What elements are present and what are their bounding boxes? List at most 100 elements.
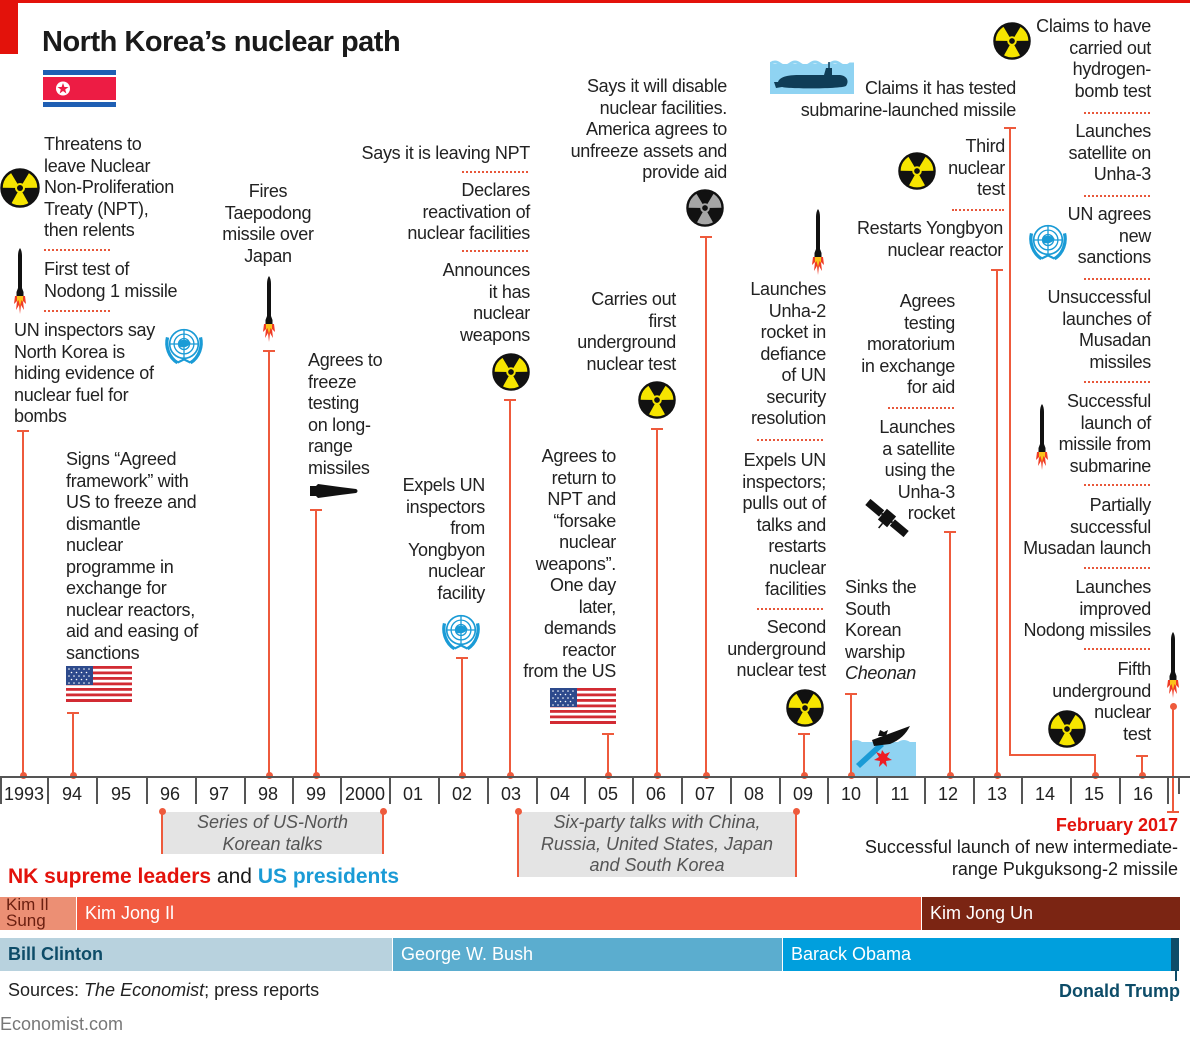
missile-horizontal-icon <box>310 484 358 498</box>
period-edge <box>161 812 163 854</box>
tick <box>389 778 391 804</box>
event-2015-slbm-claim: Claims it has tested submarine-launched m… <box>800 78 1017 120</box>
tick <box>1021 778 1023 804</box>
stem-dot <box>1138 772 1146 779</box>
separator <box>1084 381 1150 384</box>
event-2016-nodong: Launches improved Nodong missiles <box>1023 577 1151 640</box>
stem-1999 <box>315 509 317 776</box>
un-emblem-icon <box>439 608 483 652</box>
economist-credit: Economist.com <box>0 1014 124 1034</box>
period-dot <box>792 808 800 815</box>
event-2016-un-sanctions: UN agrees new sanctions <box>1067 204 1152 267</box>
tick <box>827 778 829 804</box>
us-flag-icon <box>550 688 616 724</box>
event-1994-agreed-framework: Signs “Agreed framework” with US to freeze… <box>66 449 199 663</box>
tick <box>1178 778 1180 794</box>
event-2002-expels-inspectors: Expels UN inspectors from Yongbyon nuclear fa… <box>402 475 486 603</box>
stem-2003 <box>509 399 511 776</box>
radiation-icon <box>786 689 824 727</box>
event-2010-cheonan: Sinks the South Korean warship Cheonan <box>845 577 917 683</box>
tick <box>292 778 294 804</box>
stem-2013 <box>996 269 998 776</box>
period-edge <box>517 812 519 877</box>
period-dot <box>514 808 522 815</box>
stem-2002 <box>461 657 463 776</box>
event-2016-musadan-failed: Unsuccessful launches of Musadan missiles <box>1047 287 1152 372</box>
event-2012-moratorium: Agrees testing moratorium in exchange for ai… <box>861 291 955 397</box>
event-2006-first-nuclear-test: Carries out first underground nuclear test <box>577 289 676 374</box>
stem-2017 <box>1172 706 1174 812</box>
year-label: 03 <box>500 784 522 804</box>
stem-dot <box>653 772 661 779</box>
stem-dot <box>800 772 808 779</box>
year-label: 12 <box>937 784 959 804</box>
event-2003-leaving-npt: Says it is leaving NPT <box>361 143 531 163</box>
brand-tab <box>0 0 18 54</box>
tick <box>584 778 586 804</box>
stem-dot <box>19 772 27 779</box>
north-korea-flag-icon <box>43 70 116 107</box>
event-1999-freeze-testing: Agrees to freeze testing on long-range missi… <box>308 350 383 478</box>
stem-2010 <box>850 693 852 776</box>
year-label: 13 <box>986 784 1008 804</box>
year-label: 94 <box>61 784 83 804</box>
stem-2015-end <box>1094 754 1096 776</box>
stem-dot <box>702 772 710 779</box>
label-donald-trump: Donald Trump <box>1059 981 1180 1001</box>
bar-kim-jong-il: Kim Jong Il <box>77 897 921 930</box>
page-title: North Korea’s nuclear path <box>42 26 401 58</box>
year-label: 98 <box>257 784 279 804</box>
year-label: 01 <box>402 784 424 804</box>
year-label: 2000 <box>344 784 386 804</box>
radiation-icon <box>898 152 936 190</box>
tick <box>487 778 489 804</box>
radiation-icon <box>1048 710 1086 748</box>
event-2009-second-test: Second underground nuclear test <box>727 617 826 680</box>
period-dot <box>379 808 387 815</box>
separator <box>1084 567 1150 570</box>
us-flag-icon <box>66 666 132 702</box>
period-six-party-talks: Six-party talks with China, Russia, Unite… <box>518 812 796 877</box>
legend-and: and <box>211 865 258 888</box>
event-2012-unha3-satellite: Launches a satellite using the Unha-3 rocket <box>879 417 955 523</box>
event-2016-hydrogen-bomb: Claims to have carried out hydrogen-bomb t… <box>1036 16 1151 101</box>
year-label: 15 <box>1083 784 1105 804</box>
top-rule <box>0 0 1190 3</box>
trump-pointer <box>1175 971 1177 981</box>
event-2016-musadan-partial: Partially successful Musadan launch <box>1023 495 1151 558</box>
stem-cap <box>1167 811 1179 813</box>
stem-dot <box>458 772 466 779</box>
stem-2006 <box>656 428 658 776</box>
tick <box>973 778 975 804</box>
stem-dot <box>312 772 320 779</box>
tick <box>730 778 732 804</box>
stem-2007 <box>705 236 707 776</box>
stem-dot <box>847 772 855 779</box>
bar-bill-clinton: Bill Clinton <box>0 938 392 971</box>
bar-barack-obama: Barack Obama <box>783 938 1171 971</box>
legend-nk: NK supreme leaders <box>8 865 212 888</box>
separator <box>44 310 110 313</box>
tick <box>438 778 440 804</box>
year-label: 05 <box>597 784 619 804</box>
separator <box>757 608 823 611</box>
stem-dot <box>1091 772 1099 779</box>
sinking-ship-icon <box>850 726 916 776</box>
stem-dot <box>993 772 1001 779</box>
stem-dot <box>946 772 954 779</box>
year-label: 08 <box>743 784 765 804</box>
stem-dot <box>265 772 273 779</box>
bar-kim-il-sung: Kim Il Sung <box>0 896 76 930</box>
tick <box>146 778 148 804</box>
separator <box>1084 278 1150 281</box>
stem-2012 <box>949 531 951 776</box>
event-1998-taepodong: Fires Taepodong missile over Japan <box>222 181 314 266</box>
feb-2017-date: February 2017 <box>1055 815 1178 835</box>
stem-dot <box>604 772 612 779</box>
stem-2015 <box>1009 127 1011 755</box>
year-label: 02 <box>451 784 473 804</box>
event-2016-slbm-success: Successful launch of missile from submarine <box>1058 391 1152 476</box>
tick <box>47 778 49 804</box>
radiation-icon <box>638 381 676 419</box>
year-label: 16 <box>1132 784 1154 804</box>
